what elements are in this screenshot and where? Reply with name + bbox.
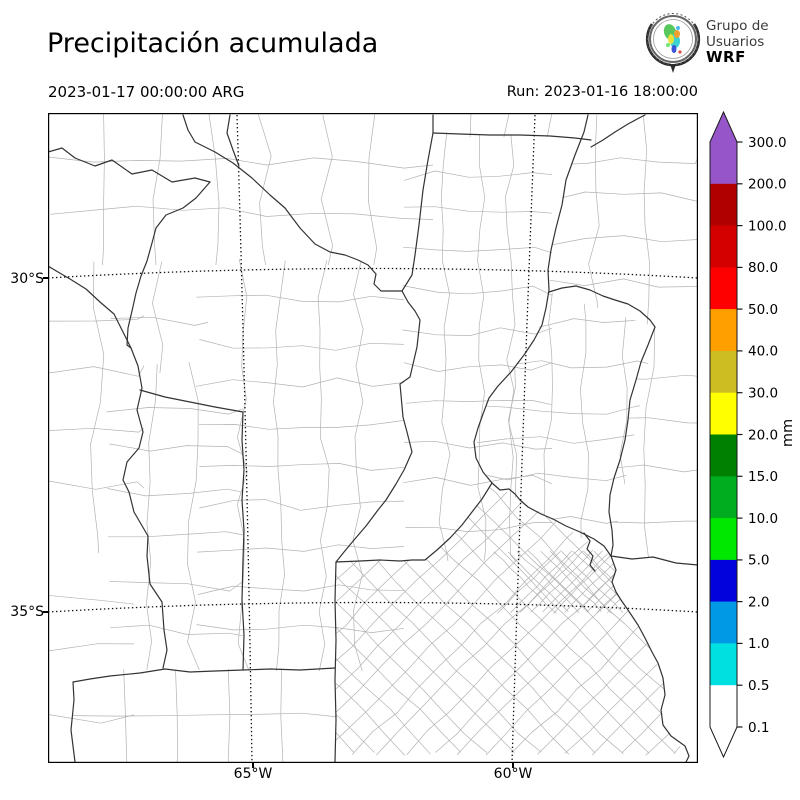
colorbar-tick-label: 300.0 [748, 135, 787, 151]
colorbar-segment [710, 518, 737, 561]
colorbar-segment [710, 601, 737, 644]
colorbar-segment [710, 476, 737, 519]
province-borders [48, 114, 698, 763]
colorbar-segment [710, 350, 737, 394]
gridline-65w [236, 114, 253, 763]
colorbar-tick-label: 200.0 [748, 177, 787, 193]
colorbar-segment [710, 267, 737, 310]
y-tick-30s [43, 277, 48, 279]
colorbar-arrow-under [710, 727, 737, 757]
gridline-30s [48, 267, 698, 279]
border-la-rioja-san-juan [126, 181, 211, 349]
department-boundaries [336, 483, 689, 756]
colorbar-tick-label: 5.0 [748, 553, 769, 569]
department-boundaries [48, 113, 434, 266]
wrf-globe-icon [645, 13, 701, 73]
colorbar-segment [710, 643, 737, 686]
gridline-35s [48, 601, 698, 613]
border-santiago-feeder [226, 114, 240, 167]
colorbar-tick-label: 30.0 [748, 386, 778, 402]
border-santiago-cordoba [194, 141, 403, 292]
colorbar-units-label: mm [780, 418, 796, 448]
colorbar-segment [710, 559, 737, 603]
colorbar-segment [710, 392, 737, 436]
colorbar-tick-label: 80.0 [748, 260, 778, 276]
colorbar-tick-label: 20.0 [748, 427, 778, 443]
colorbar-tick-label: 15.0 [748, 469, 778, 485]
border-uruguay-river [608, 326, 656, 557]
department-boundaries [110, 261, 209, 374]
department-boundaries [106, 362, 244, 671]
colorbar-tick-label: 0.5 [748, 678, 769, 694]
border-lapampa-north [70, 667, 336, 763]
lat-label-35s: 35°S [10, 604, 44, 620]
wrf-logo: Grupo de Usuarios WRF [644, 8, 800, 74]
colorbar-tick-label: 100.0 [748, 218, 787, 234]
lon-label-60w: 60°W [493, 766, 533, 782]
department-boundaries [48, 261, 145, 554]
lat-label-30s: 30°S [10, 271, 44, 287]
page-title: Precipitación acumulada [47, 28, 379, 59]
run-time-label: Run: 2023-01-16 18:00:00 [506, 84, 698, 100]
border-corrientes-entrerios [548, 285, 656, 328]
border-santiago-santafe [401, 114, 434, 292]
colorbar-segment [710, 142, 737, 185]
border-parana-northeast [590, 114, 646, 148]
border-cordoba-santafe [335, 290, 421, 563]
colorbar-tick-label: 2.0 [748, 594, 769, 610]
colorbar-segment [710, 685, 737, 728]
border-sanluis-cordoba [241, 411, 245, 671]
colorbar-segment [710, 183, 737, 227]
colorbar-tick-label: 50.0 [748, 302, 778, 318]
border-chaco-santafe [432, 132, 592, 141]
y-tick-35s [43, 611, 48, 613]
colorbar-segment [710, 225, 737, 268]
colorbar-segment [710, 434, 737, 477]
border-catamarca-la-rioja [48, 147, 211, 183]
colorbar-tick-label: 40.0 [748, 344, 778, 360]
border-buenosaires-coast [610, 555, 690, 763]
colorbar-tick-label: 1.0 [748, 636, 769, 652]
colorbar-segment [710, 309, 737, 352]
department-boundaries [48, 595, 135, 724]
wrf-logo-text: Grupo de Usuarios WRF [706, 18, 769, 66]
gridline-60w [511, 114, 536, 763]
department-boundaries [609, 327, 698, 565]
colorbar-tick-label: 0.1 [748, 720, 769, 736]
x-tick-65w [252, 763, 254, 768]
border-santafe-buenosaires [335, 482, 493, 563]
logo-line-1: Grupo de [706, 18, 769, 34]
valid-time-label: 2023-01-17 00:00:00 ARG [48, 83, 245, 101]
logo-line-3: WRF [706, 48, 746, 66]
x-tick-60w [512, 763, 514, 768]
department-boundaries [195, 258, 405, 672]
map-frame [48, 113, 698, 763]
department-boundaries [476, 292, 655, 556]
map-canvas [48, 113, 698, 763]
border-catamarca-feeder [182, 114, 196, 143]
colorbar: 300.0 200.0 100.0 80.0 50.0 40.0 30.0 20.0 15.0 1… [709, 110, 787, 759]
department-boundaries [549, 115, 698, 327]
border-sanluis-north [139, 389, 244, 413]
department-boundaries [72, 668, 338, 763]
lon-label-65w: 65°W [233, 766, 273, 782]
border-desaguadero-river [48, 265, 168, 669]
logo-line-2: Usuarios [706, 33, 765, 50]
border-parana-river [473, 114, 612, 557]
department-boundaries [469, 113, 553, 138]
colorbar-arrow-over [710, 112, 737, 142]
border-uruguay-coast [610, 555, 698, 566]
border-delta-islands [583, 532, 596, 572]
border-buenosaires-west [334, 561, 337, 763]
colorbar-tick-label: 10.0 [748, 511, 778, 527]
